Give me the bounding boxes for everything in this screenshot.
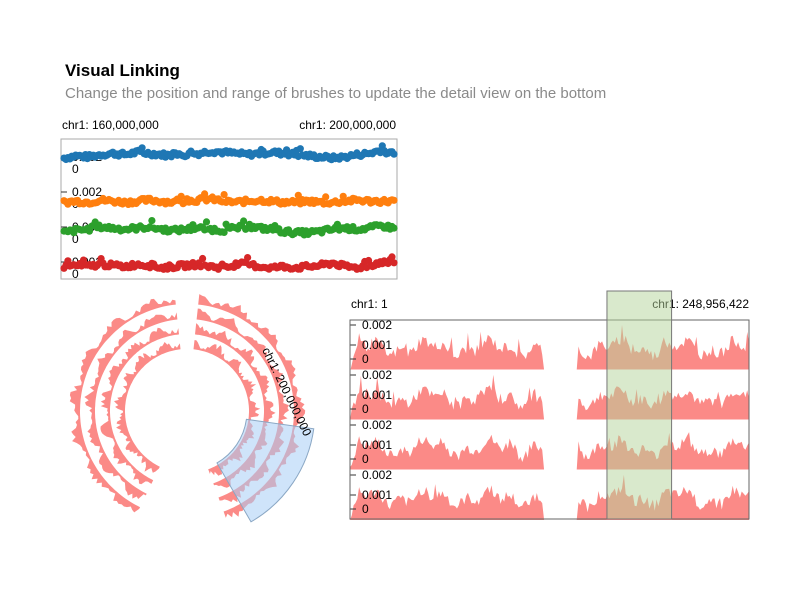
scatter-point — [390, 196, 398, 204]
linear-x-start-label: chr1: 1 — [351, 297, 388, 311]
linear-tick-label: 0.002 — [362, 318, 392, 332]
scatter-point — [201, 190, 209, 198]
scatter-point — [296, 145, 304, 153]
linear-tick-label: 0.002 — [362, 368, 392, 382]
linear-x-end-label: chr1: 248,956,422 — [652, 297, 749, 311]
linear-tick-label: 0 — [362, 402, 369, 416]
scatter-point — [202, 218, 211, 226]
scatter-tick-label: 0 — [72, 267, 79, 281]
linear-area — [350, 432, 749, 470]
scatter-point — [240, 217, 248, 225]
linear-tick-label: 0 — [362, 352, 369, 366]
circular-track-3 — [84, 308, 289, 503]
scatter-tick-label: 0.002 — [72, 185, 102, 199]
linear-tick-label: 0.001 — [362, 438, 392, 452]
scatter-point — [244, 254, 252, 262]
scatter-point — [220, 228, 228, 236]
linear-area — [350, 324, 749, 372]
linear-tick-label: 0.001 — [362, 488, 392, 502]
scatter-point — [148, 217, 156, 225]
scatter-point — [390, 224, 398, 232]
linear-tick-label: 0.002 — [362, 418, 392, 432]
scatter-x-end-label: chr1: 200,000,000 — [299, 118, 396, 132]
scatter-point — [199, 254, 207, 263]
circular-area — [100, 327, 179, 485]
linear-tick-label: 0.002 — [362, 468, 392, 482]
circular-view[interactable]: chr1: 200,000,000 — [69, 294, 315, 523]
scatter-point — [390, 259, 398, 267]
scatter-point — [220, 191, 228, 199]
scatter-tick-label: 0 — [72, 232, 79, 246]
linear-tick-label: 0 — [362, 452, 369, 466]
scatter-frame — [60, 138, 398, 280]
scatter-point — [177, 192, 185, 200]
scatter-x-start-label: chr1: 160,000,000 — [62, 118, 159, 132]
linear-tracks: 0.0020.00100.0020.00100.0020.00100.0020.… — [350, 318, 749, 521]
linear-brush[interactable] — [606, 290, 673, 520]
linear-area — [350, 474, 749, 521]
linear-tick-label: 0.001 — [362, 338, 392, 352]
scatter-point — [390, 150, 398, 158]
circular-area — [69, 298, 176, 513]
scatter-point — [388, 253, 396, 261]
scatter-point — [339, 192, 347, 200]
circular-area — [114, 342, 181, 473]
linear-frame — [349, 319, 750, 520]
scatter-point — [322, 193, 330, 201]
scatter-view[interactable]: chr1: 160,000,000 chr1: 200,000,000 0.00… — [60, 118, 398, 281]
scatter-point — [138, 144, 146, 152]
circular-brush[interactable] — [216, 418, 315, 523]
linear-area — [350, 374, 749, 421]
scatter-tick-label: 0 — [72, 162, 79, 176]
page-subtitle: Change the position and range of brushes… — [65, 85, 607, 102]
circular-track-4 — [69, 294, 306, 518]
linear-tick-label: 0 — [362, 502, 369, 516]
page-title: Visual Linking — [65, 61, 180, 80]
circular-area — [84, 312, 178, 499]
linear-view[interactable]: chr1: 1 chr1: 248,956,422 0.0020.00100.0… — [349, 290, 750, 521]
linear-tick-label: 0.001 — [362, 388, 392, 402]
